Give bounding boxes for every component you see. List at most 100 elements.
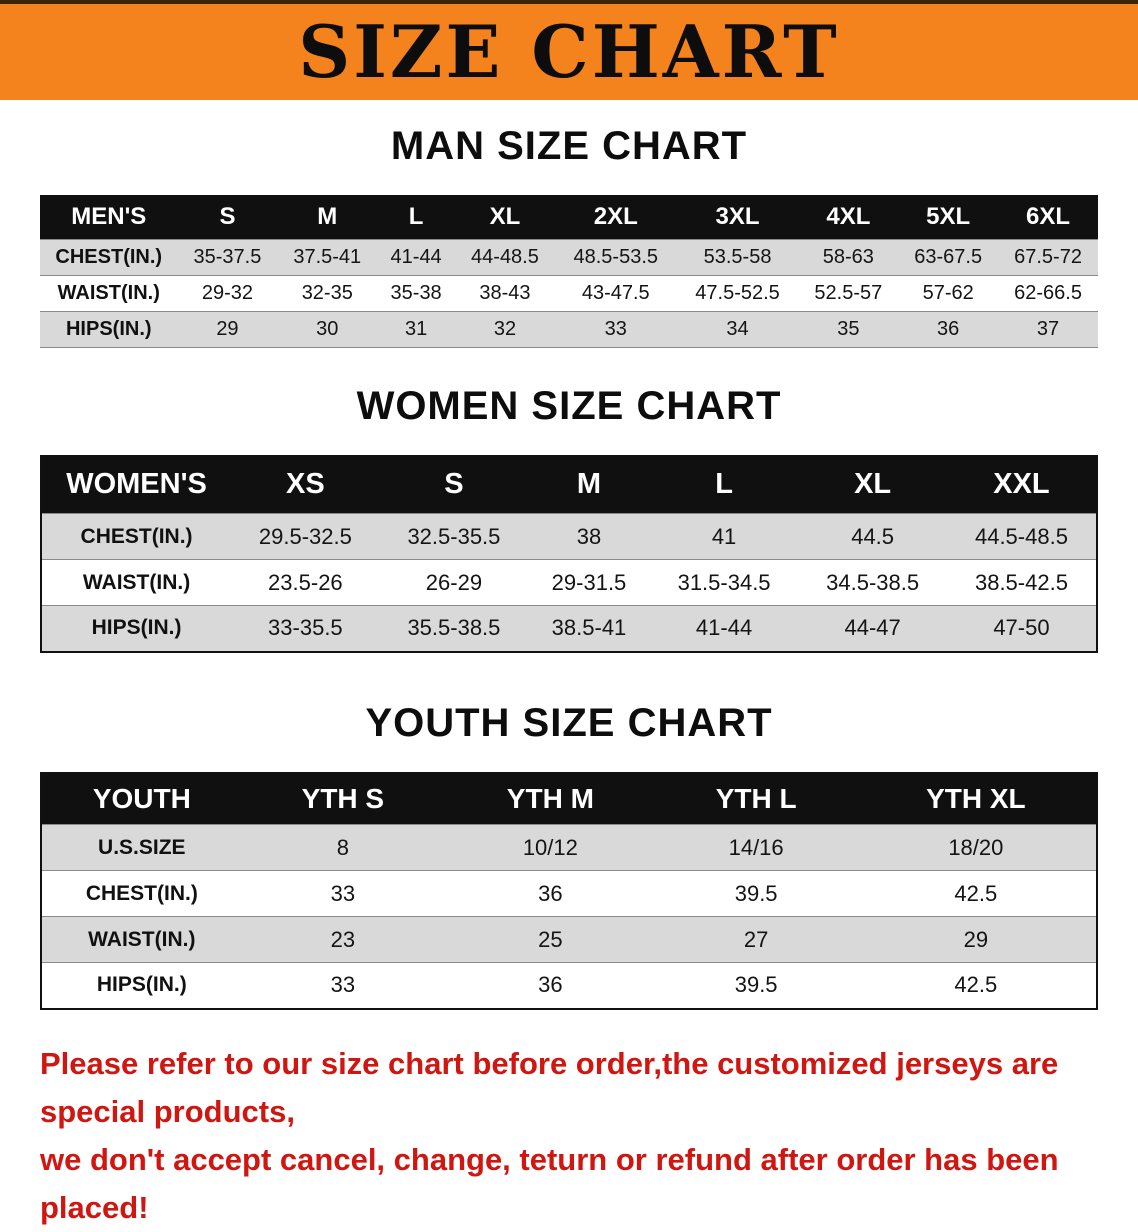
- table-row: HIPS(IN.) 33-35.5 35.5-38.5 38.5-41 41-44 44-…: [41, 605, 1097, 652]
- size-value-cell: 29: [177, 310, 278, 348]
- size-value-cell: 42.5: [855, 962, 1097, 1009]
- size-column-header: S: [177, 195, 278, 239]
- size-column-header: 6XL: [998, 195, 1098, 239]
- size-value-cell: 39.5: [656, 870, 856, 917]
- size-value-cell: 29-31.5: [528, 559, 650, 606]
- size-value-cell: 35.5-38.5: [379, 605, 529, 652]
- table-header-row: YOUTH YTH S YTH M YTH L YTH XL: [41, 772, 1097, 825]
- size-column-header: 4XL: [798, 195, 899, 239]
- size-value-cell: 34.5-38.5: [798, 559, 947, 606]
- size-value-cell: 41-44: [649, 605, 799, 652]
- size-value-cell: 35-37.5: [177, 238, 278, 276]
- footer-note: Please refer to our size chart before or…: [40, 1040, 1098, 1232]
- women-section: WOMEN SIZE CHART WOMEN'S XS S M L XL XXL CHEST(…: [0, 384, 1138, 653]
- size-value-cell: 47-50: [946, 605, 1097, 652]
- size-value-cell: 57-62: [898, 274, 999, 312]
- size-value-cell: 33: [241, 870, 445, 917]
- size-value-cell: 38: [528, 513, 650, 560]
- size-value-cell: 52.5-57: [798, 274, 899, 312]
- size-value-cell: 37.5-41: [277, 238, 378, 276]
- size-value-cell: 38.5-41: [528, 605, 650, 652]
- size-value-cell: 41: [649, 513, 799, 560]
- table-row: CHEST(IN.) 33 36 39.5 42.5: [41, 870, 1097, 917]
- size-value-cell: 31: [377, 310, 456, 348]
- table-row: HIPS(IN.) 29 30 31 32 33 34 35 36 37: [40, 310, 1098, 348]
- size-value-cell: 44-47: [798, 605, 947, 652]
- banner-title: SIZE CHART: [298, 9, 840, 94]
- size-value-cell: 26-29: [379, 559, 529, 606]
- table-corner-label: MEN'S: [40, 195, 178, 239]
- row-label: HIPS(IN.): [41, 962, 242, 1009]
- size-value-cell: 27: [656, 916, 856, 963]
- size-value-cell: 44.5-48.5: [946, 513, 1097, 560]
- size-column-header: YTH S: [241, 772, 445, 825]
- men-size-table: MEN'S S M L XL 2XL 3XL 4XL 5XL 6XL CHEST(IN.) 35-37…: [40, 195, 1098, 348]
- size-value-cell: 44-48.5: [455, 238, 555, 276]
- size-value-cell: 8: [241, 824, 445, 871]
- women-table-wrap: WOMEN'S XS S M L XL XXL CHEST(IN.) 29.5-32.5 32.5…: [40, 454, 1098, 653]
- table-row: HIPS(IN.) 33 36 39.5 42.5: [41, 962, 1097, 1009]
- size-value-cell: 25: [444, 916, 657, 963]
- size-value-cell: 10/12: [444, 824, 657, 871]
- size-value-cell: 37: [998, 310, 1098, 348]
- size-column-header: M: [277, 195, 378, 239]
- size-value-cell: 63-67.5: [898, 238, 999, 276]
- size-value-cell: 23.5-26: [231, 559, 380, 606]
- size-value-cell: 38-43: [455, 274, 555, 312]
- size-value-cell: 41-44: [377, 238, 456, 276]
- table-row: WAIST(IN.) 29-32 32-35 35-38 38-43 43-47.5 47.…: [40, 274, 1098, 312]
- size-value-cell: 62-66.5: [998, 274, 1098, 312]
- row-label: CHEST(IN.): [41, 513, 232, 560]
- row-label: CHEST(IN.): [41, 870, 242, 917]
- footer-note-line-2: we don't accept cancel, change, teturn o…: [40, 1141, 1059, 1225]
- size-value-cell: 47.5-52.5: [676, 274, 799, 312]
- table-header-row: MEN'S S M L XL 2XL 3XL 4XL 5XL 6XL: [40, 195, 1098, 239]
- size-column-header: XL: [455, 195, 555, 239]
- table-header-row: WOMEN'S XS S M L XL XXL: [41, 455, 1097, 514]
- size-value-cell: 36: [444, 870, 657, 917]
- size-value-cell: 35: [798, 310, 899, 348]
- size-chart-banner: SIZE CHART: [0, 0, 1138, 100]
- size-column-header: 3XL: [676, 195, 799, 239]
- size-value-cell: 29-32: [177, 274, 278, 312]
- men-section-heading: MAN SIZE CHART: [390, 124, 748, 168]
- size-column-header: YTH L: [656, 772, 856, 825]
- footer-note-line-1: Please refer to our size chart before or…: [40, 1045, 1059, 1129]
- table-row: U.S.SIZE 8 10/12 14/16 18/20: [41, 824, 1097, 871]
- size-column-header: L: [377, 195, 456, 239]
- size-value-cell: 32: [455, 310, 555, 348]
- table-row: WAIST(IN.) 23.5-26 26-29 29-31.5 31.5-34.5 34…: [41, 559, 1097, 606]
- size-column-header: XS: [231, 455, 380, 514]
- size-value-cell: 29: [855, 916, 1097, 963]
- size-value-cell: 44.5: [798, 513, 947, 560]
- women-size-table: WOMEN'S XS S M L XL XXL CHEST(IN.) 29.5-32.5 32.5…: [40, 454, 1098, 653]
- men-section: MAN SIZE CHART MEN'S S M L XL 2XL 3XL 4XL 5XL 6XL…: [0, 124, 1138, 348]
- youth-size-table: YOUTH YTH S YTH M YTH L YTH XL U.S.SIZE 8 10/12…: [40, 771, 1098, 1010]
- size-column-header: L: [649, 455, 799, 514]
- table-row: CHEST(IN.) 35-37.5 37.5-41 41-44 44-48.5 48.5…: [40, 238, 1098, 276]
- size-value-cell: 33: [241, 962, 445, 1009]
- size-value-cell: 67.5-72: [998, 238, 1098, 276]
- row-label: HIPS(IN.): [40, 310, 178, 348]
- size-column-header: XXL: [946, 455, 1097, 514]
- size-column-header: XL: [798, 455, 947, 514]
- size-value-cell: 32-35: [277, 274, 378, 312]
- men-table-wrap: MEN'S S M L XL 2XL 3XL 4XL 5XL 6XL CHEST(IN.) 35-37…: [40, 195, 1098, 348]
- size-value-cell: 53.5-58: [676, 238, 799, 276]
- size-value-cell: 35-38: [377, 274, 456, 312]
- size-value-cell: 32.5-35.5: [379, 513, 529, 560]
- row-label: WAIST(IN.): [41, 559, 232, 606]
- row-label: WAIST(IN.): [41, 916, 242, 963]
- table-row: CHEST(IN.) 29.5-32.5 32.5-35.5 38 41 44.5 44.5…: [41, 513, 1097, 560]
- row-label: WAIST(IN.): [40, 274, 178, 312]
- row-label: HIPS(IN.): [41, 605, 232, 652]
- size-value-cell: 34: [676, 310, 799, 348]
- size-value-cell: 29.5-32.5: [231, 513, 380, 560]
- size-value-cell: 14/16: [656, 824, 856, 871]
- youth-table-wrap: YOUTH YTH S YTH M YTH L YTH XL U.S.SIZE 8 10/12…: [40, 771, 1098, 1010]
- youth-section-heading: YOUTH SIZE CHART: [365, 700, 773, 745]
- size-column-header: 2XL: [554, 195, 677, 239]
- size-value-cell: 36: [444, 962, 657, 1009]
- size-value-cell: 42.5: [855, 870, 1097, 917]
- size-value-cell: 36: [898, 310, 999, 348]
